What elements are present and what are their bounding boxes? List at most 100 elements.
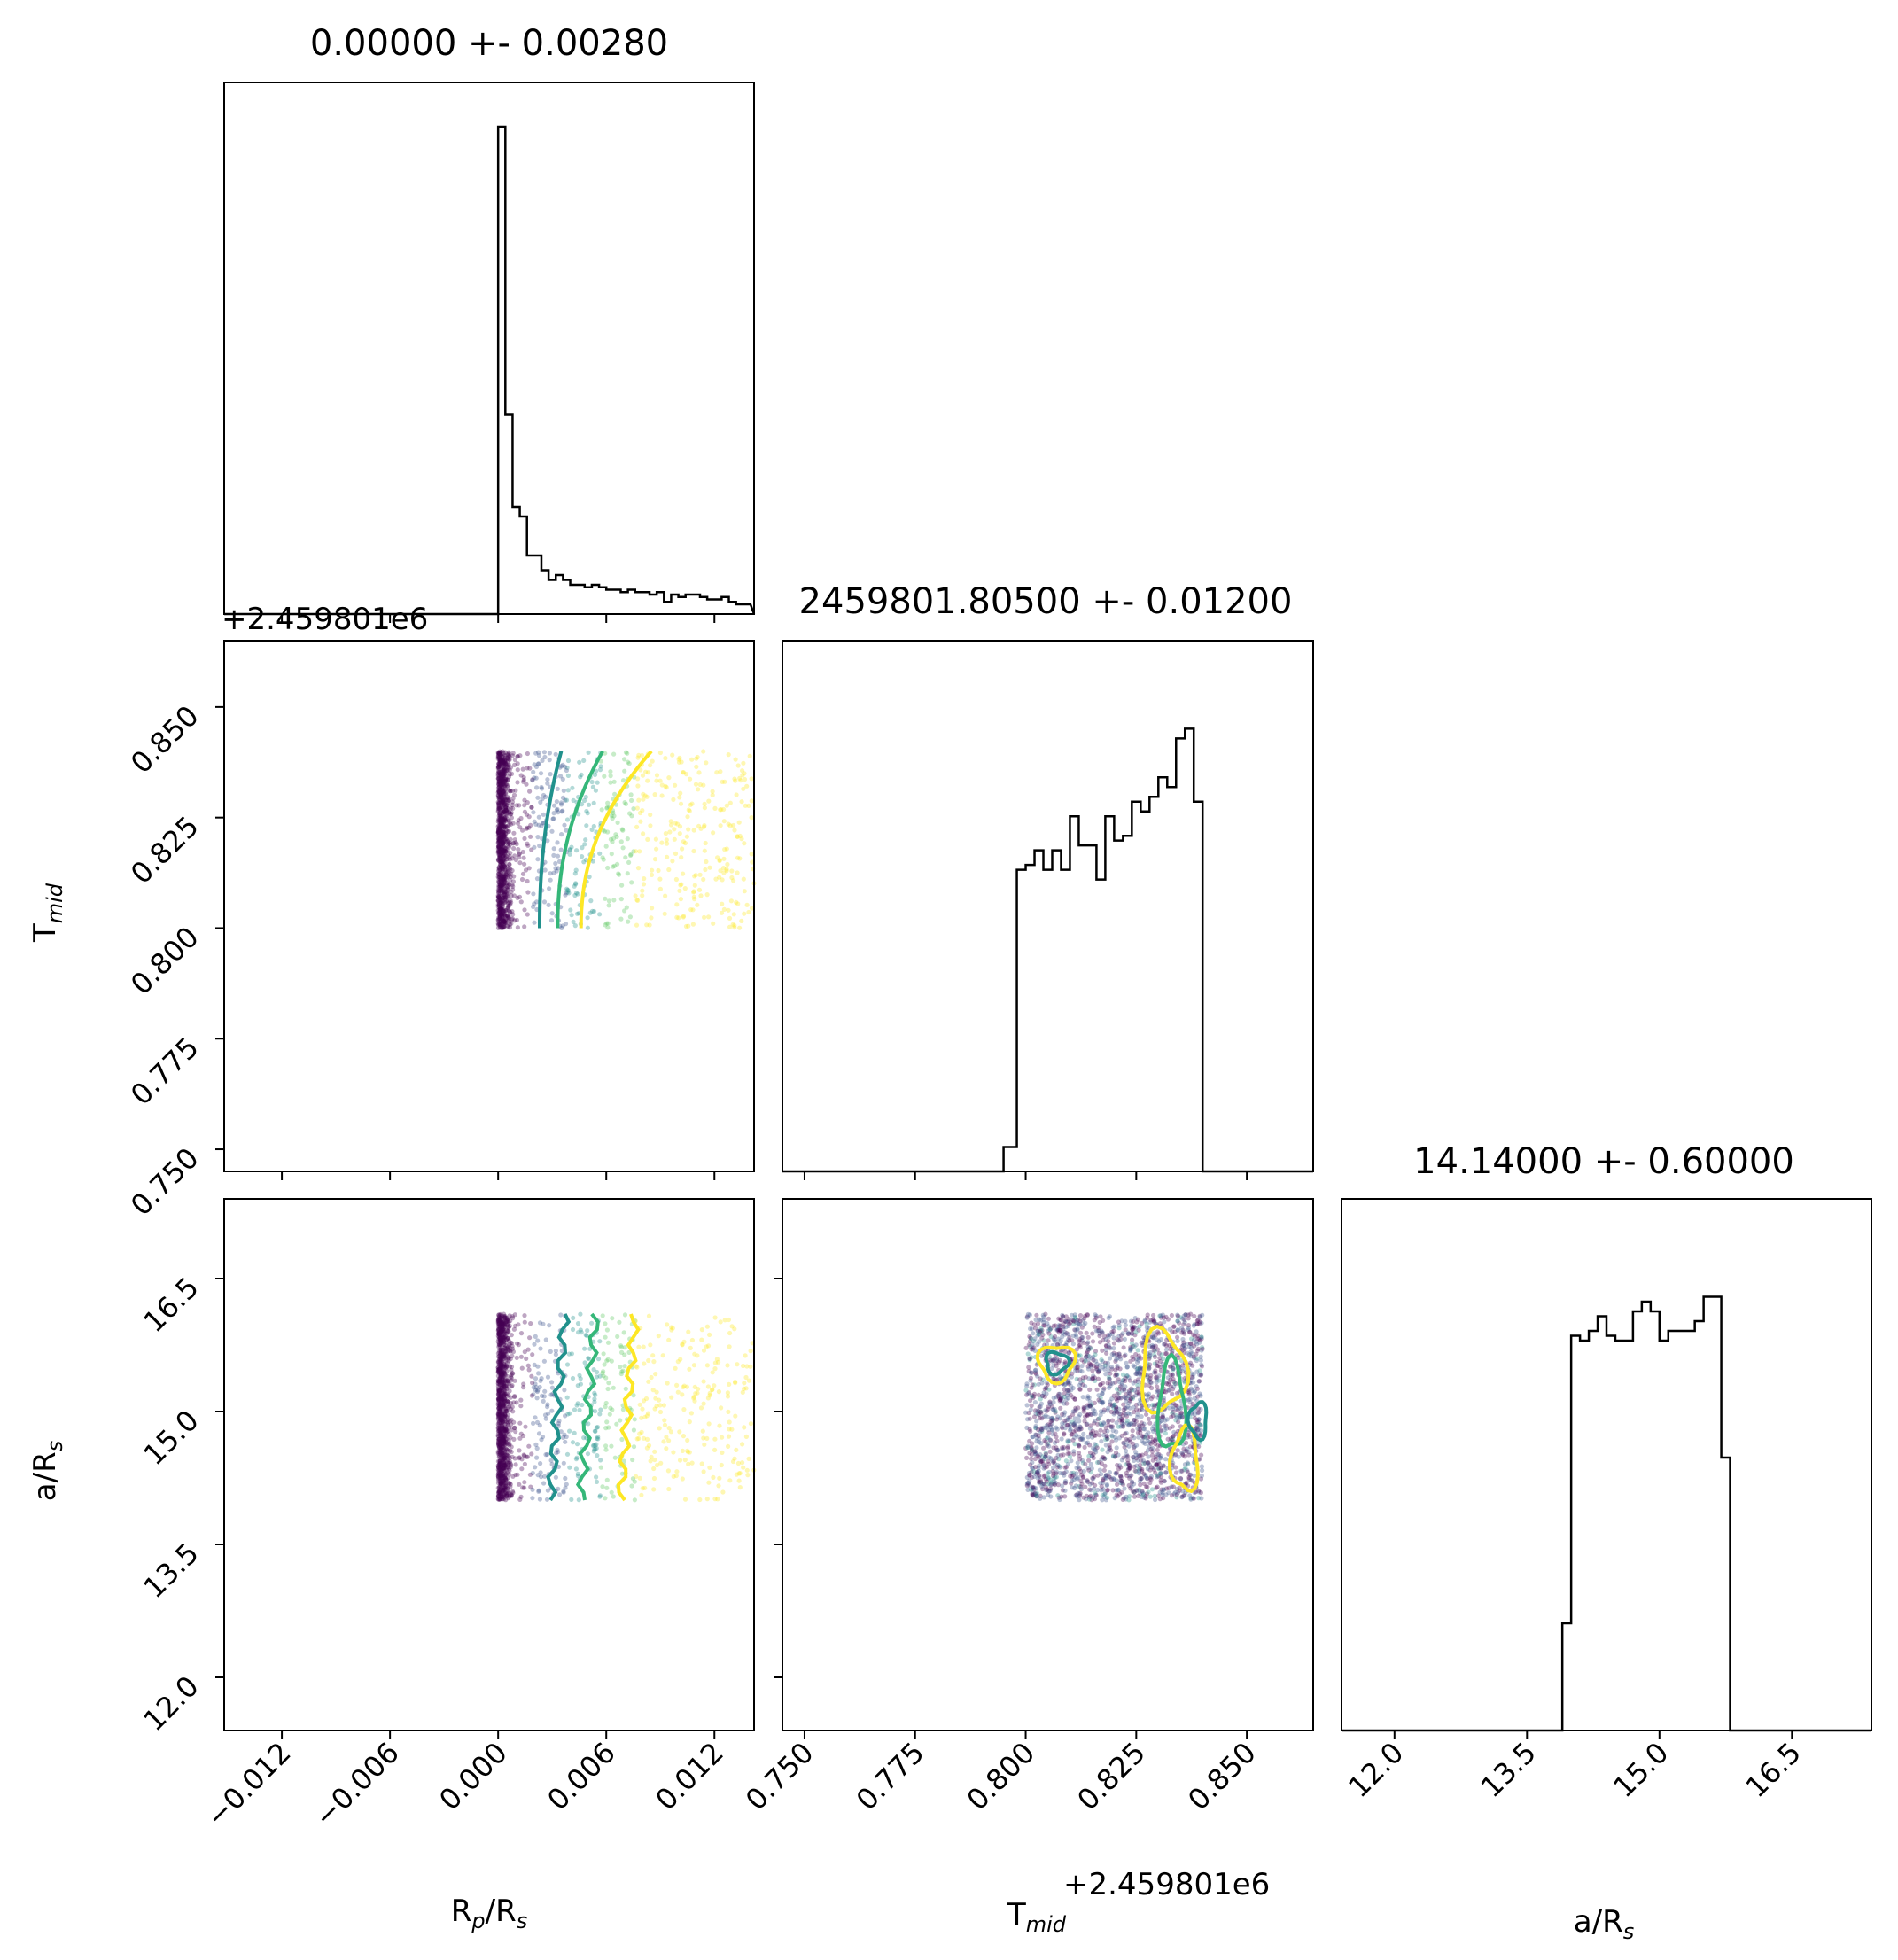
scatter-point: [496, 1419, 502, 1425]
scatter-point: [502, 863, 508, 868]
scatter-point: [501, 1347, 506, 1352]
scatter-point: [522, 1313, 527, 1318]
scatter-point: [501, 876, 506, 882]
scatter-point: [499, 865, 504, 870]
scatter-point: [601, 1351, 606, 1357]
scatter-point: [1149, 1487, 1155, 1492]
scatter-point: [565, 773, 572, 779]
scatter-point: [553, 751, 558, 757]
scatter-point: [497, 754, 502, 760]
scatter-point: [502, 804, 509, 810]
scatter-point: [496, 922, 502, 928]
scatter-point: [633, 849, 639, 854]
scatter-point: [1116, 1319, 1122, 1325]
scatter-point: [498, 821, 503, 827]
scatter-point: [617, 1319, 622, 1325]
scatter-point: [660, 1353, 665, 1358]
scatter-point: [554, 1451, 559, 1456]
scatter-point: [686, 1329, 691, 1334]
scatter-point: [727, 1478, 733, 1483]
scatter-point: [1160, 1492, 1165, 1497]
scatter-point: [744, 783, 750, 789]
scatter-point: [502, 776, 507, 782]
scatter-point: [649, 872, 655, 878]
scatter-point: [499, 821, 504, 826]
scatter-point: [1070, 1474, 1075, 1480]
scatter-point: [658, 1460, 664, 1466]
scatter-point: [497, 924, 503, 929]
scatter-point: [551, 870, 556, 875]
scatter-point: [507, 841, 512, 846]
scatter-point: [502, 1354, 507, 1359]
scatter-point: [501, 1373, 506, 1379]
scatter-point: [501, 769, 506, 775]
scatter-point: [500, 810, 505, 815]
scatter-point: [502, 864, 508, 869]
scatter-point: [502, 768, 507, 774]
scatter-point: [501, 823, 506, 828]
scatter-point: [501, 816, 506, 821]
scatter-point: [563, 1475, 568, 1482]
scatter-point: [520, 1485, 525, 1490]
scatter-point: [497, 872, 502, 878]
scatter-point: [503, 765, 509, 771]
scatter-point: [1197, 1338, 1203, 1343]
scatter-point: [677, 755, 682, 761]
scatter-point: [500, 834, 505, 839]
scatter-point: [501, 1487, 506, 1492]
scatter-point: [521, 777, 526, 783]
scatter-rp-vs-ars: [495, 1311, 757, 1503]
scatter-point: [506, 828, 512, 834]
scatter-point: [496, 895, 502, 900]
scatter-point: [742, 889, 747, 894]
scatter-point: [497, 1407, 503, 1412]
scatter-point: [595, 1369, 600, 1375]
scatter-point: [497, 1484, 502, 1489]
scatter-point: [664, 785, 669, 790]
scatter-point: [548, 877, 553, 883]
scatter-point: [496, 889, 502, 894]
scatter-point: [507, 857, 513, 862]
scatter-point: [499, 801, 504, 807]
scatter-point: [1141, 1471, 1147, 1476]
scatter-point: [495, 795, 502, 800]
scatter-point: [495, 807, 502, 813]
scatter-point: [498, 793, 503, 798]
scatter-point: [530, 1352, 535, 1357]
scatter-point: [503, 836, 510, 842]
scatter-point: [502, 755, 508, 760]
scatter-point: [498, 1351, 503, 1357]
scatter-point: [1086, 1354, 1092, 1359]
scatter-point: [502, 824, 508, 829]
scatter-point: [727, 915, 733, 921]
scatter-point: [1051, 1445, 1056, 1451]
scatter-point: [499, 1473, 505, 1478]
scatter-point: [501, 841, 506, 846]
scatter-point: [498, 1395, 503, 1400]
scatter-point: [499, 883, 504, 889]
scatter-point: [500, 835, 505, 840]
scatter-point: [501, 1330, 507, 1335]
scatter-point: [504, 1415, 510, 1420]
scatter-point: [1138, 1482, 1143, 1488]
scatter-point: [1046, 1443, 1052, 1449]
scatter-point: [506, 822, 511, 828]
scatter-point: [496, 788, 502, 793]
scatter-point: [502, 908, 509, 914]
scatter-point: [690, 907, 696, 913]
scatter-point: [499, 836, 504, 842]
scatter-point: [496, 1379, 502, 1384]
scatter-point: [600, 855, 605, 860]
scatter-point: [720, 877, 725, 883]
scatter-point: [502, 834, 508, 839]
scatter-point: [542, 1474, 548, 1479]
scatter-point: [500, 908, 505, 914]
scatter-point: [644, 1413, 650, 1419]
scatter-point: [497, 805, 502, 810]
scatter-point: [502, 1428, 508, 1434]
scatter-point: [524, 1356, 529, 1361]
scatter-point: [499, 796, 504, 801]
scatter-point: [539, 784, 544, 790]
scatter-point: [509, 812, 514, 817]
scatter-point: [1191, 1380, 1196, 1385]
